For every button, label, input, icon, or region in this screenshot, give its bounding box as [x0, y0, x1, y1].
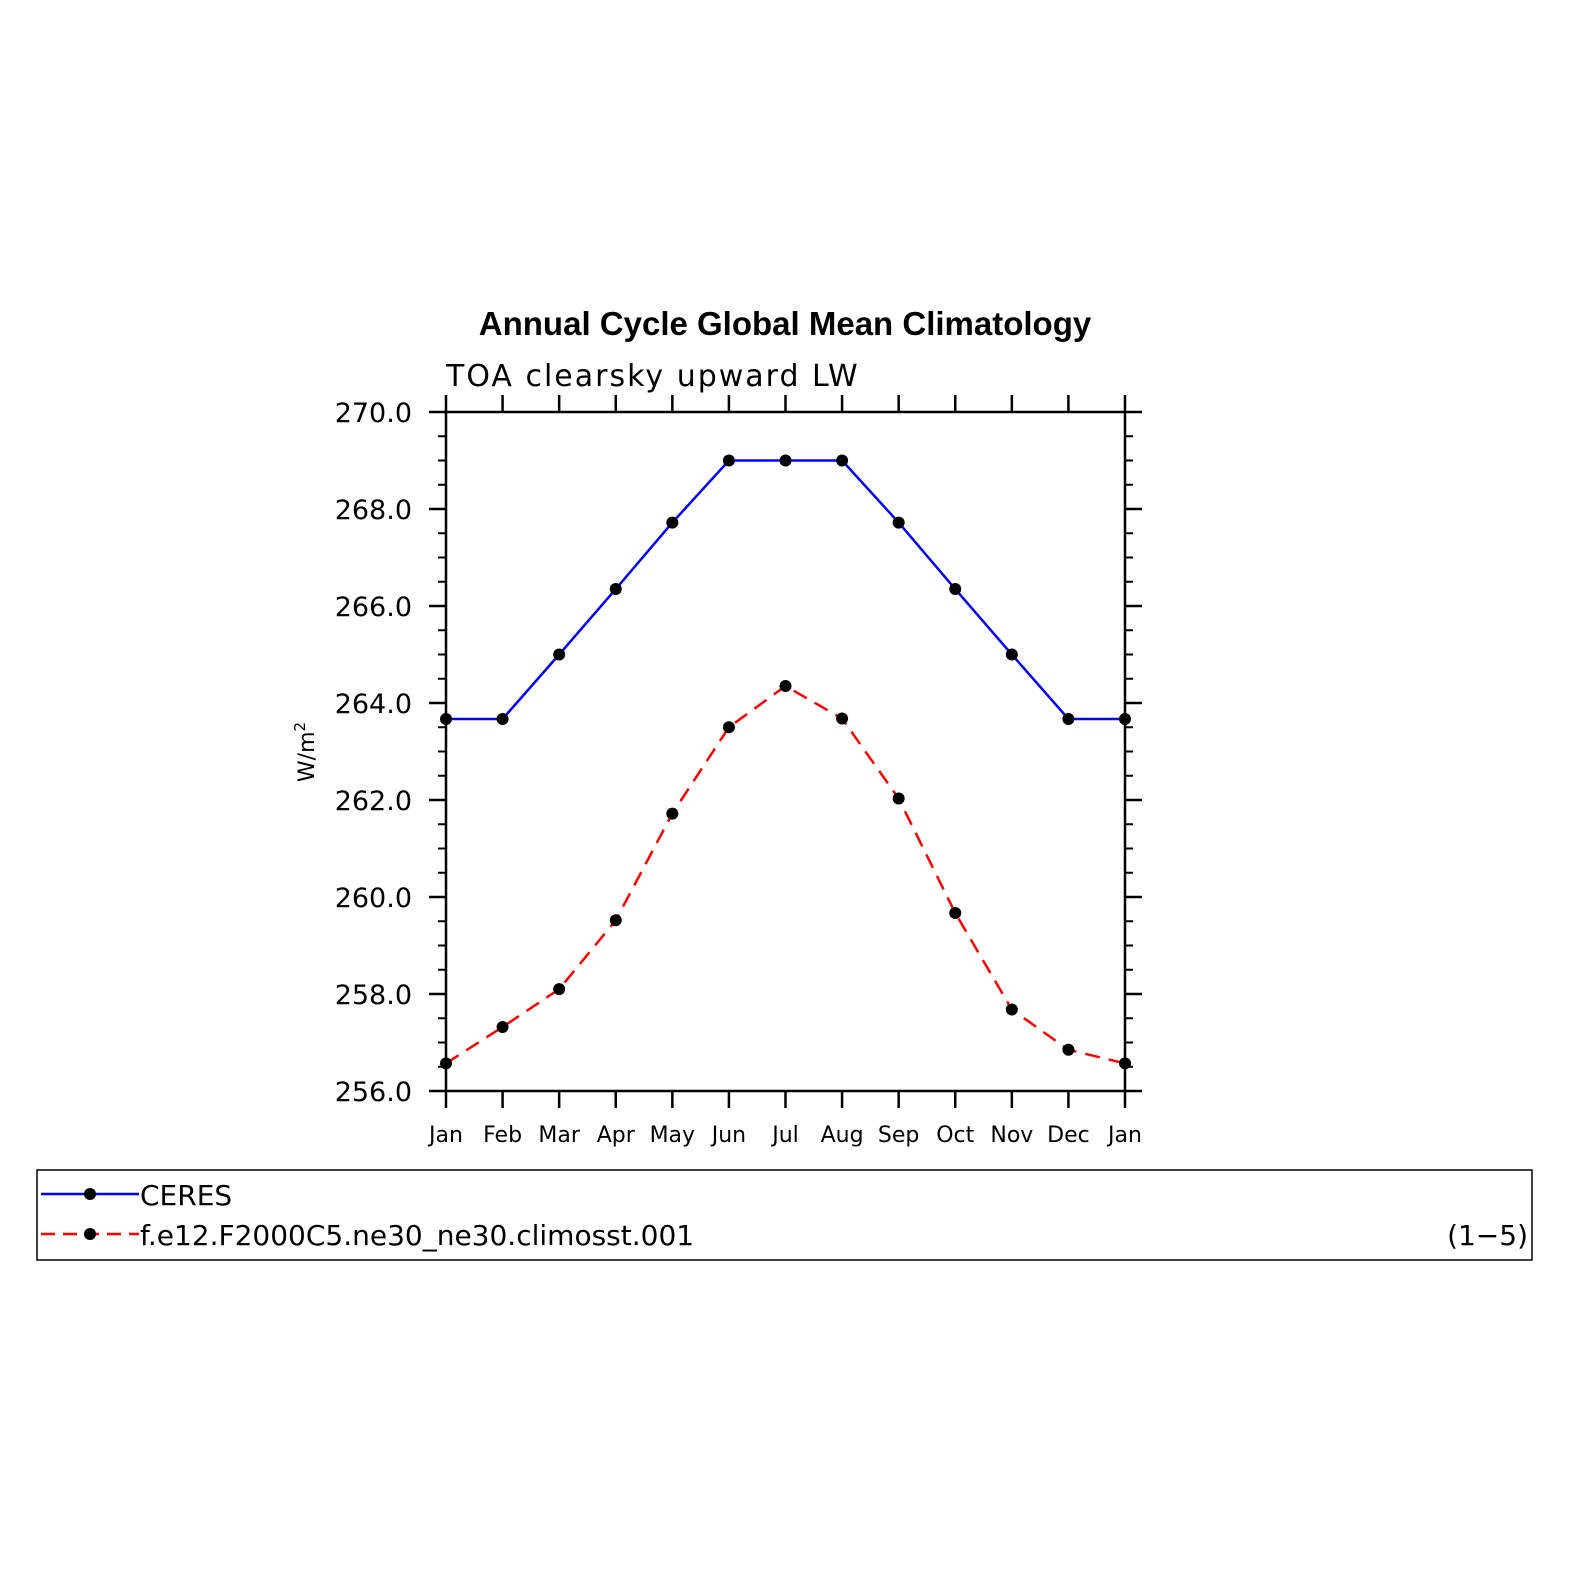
- legend-entries: CERES f.e12.F2000C5.ne30_ne30.climosst.00…: [41, 1179, 694, 1252]
- data-point: [496, 713, 509, 726]
- data-point: [666, 516, 679, 529]
- data-point: [1062, 713, 1075, 726]
- data-point: [722, 454, 735, 467]
- x-tick-label: Feb: [483, 1123, 522, 1148]
- chart-subtitle: TOA clearsky upward LW: [445, 359, 860, 394]
- y-axis-label: W/m2: [291, 722, 320, 782]
- data-series: [440, 454, 1131, 1070]
- x-tick-label: May: [650, 1123, 695, 1148]
- x-tick-label: Apr: [597, 1123, 636, 1148]
- data-point: [779, 680, 792, 693]
- x-tick-label: Sep: [878, 1123, 919, 1148]
- y-tick-label: 270.0: [335, 398, 412, 429]
- data-point: [892, 516, 905, 529]
- x-tick-label: Aug: [821, 1123, 864, 1148]
- data-point: [553, 983, 566, 996]
- data-point: [609, 583, 622, 596]
- data-point: [722, 721, 735, 734]
- y-tick-labels: 256.0 258.0 260.0 262.0 264.0 266.0 268.0 270.0: [335, 398, 412, 1108]
- data-point: [666, 807, 679, 820]
- data-point: [949, 583, 962, 596]
- data-point: [1062, 1043, 1075, 1056]
- y-tick-label: 266.0: [335, 592, 412, 623]
- x-tick-label: Jun: [710, 1123, 746, 1148]
- data-point: [836, 454, 849, 467]
- y-tick-label: 262.0: [335, 786, 412, 817]
- x-tick-label: Jan: [427, 1123, 463, 1148]
- data-point: [609, 914, 622, 927]
- x-tick-label: Oct: [936, 1123, 974, 1148]
- legend-marker: [84, 1228, 96, 1240]
- legend: CERES f.e12.F2000C5.ne30_ne30.climosst.00…: [36, 1169, 1533, 1261]
- legend-note: (1−5): [1447, 1219, 1528, 1252]
- y-tick-label: 260.0: [335, 883, 412, 914]
- data-point: [1005, 648, 1018, 661]
- legend-label: CERES: [140, 1179, 232, 1212]
- series-line: [445, 684, 1126, 1065]
- legend-marker: [84, 1188, 96, 1200]
- data-point: [496, 1020, 509, 1033]
- x-tick-label: Dec: [1047, 1123, 1090, 1148]
- chart-title: Annual Cycle Global Mean Climatology: [479, 305, 1092, 342]
- legend-label: f.e12.F2000C5.ne30_ne30.climosst.001: [140, 1219, 694, 1252]
- data-point: [553, 648, 566, 661]
- y-tick-label: 256.0: [335, 1077, 412, 1108]
- x-tick-label: Mar: [538, 1123, 580, 1148]
- y-tick-label: 268.0: [335, 495, 412, 526]
- y-axis-label-text: W/m: [295, 731, 320, 782]
- data-point: [1005, 1003, 1018, 1016]
- data-point: [949, 907, 962, 920]
- x-tick-label: Jul: [770, 1123, 799, 1148]
- x-tick-labels: Jan Feb Mar Apr May Jun Jul Aug Sep Oct Nov Dec Jan: [427, 1123, 1142, 1148]
- plot-frame: [444, 410, 1127, 1093]
- x-tick-label: Nov: [990, 1123, 1033, 1148]
- data-point: [892, 792, 905, 805]
- data-point: [779, 454, 792, 467]
- data-point: [836, 712, 849, 725]
- legend-box: [36, 1169, 1533, 1261]
- y-tick-label: 258.0: [335, 980, 412, 1011]
- axis-ticks: [429, 395, 1142, 1108]
- y-tick-label: 264.0: [335, 689, 412, 720]
- y-axis-label-superscript: 2: [291, 722, 309, 732]
- x-tick-label: Jan: [1106, 1123, 1142, 1148]
